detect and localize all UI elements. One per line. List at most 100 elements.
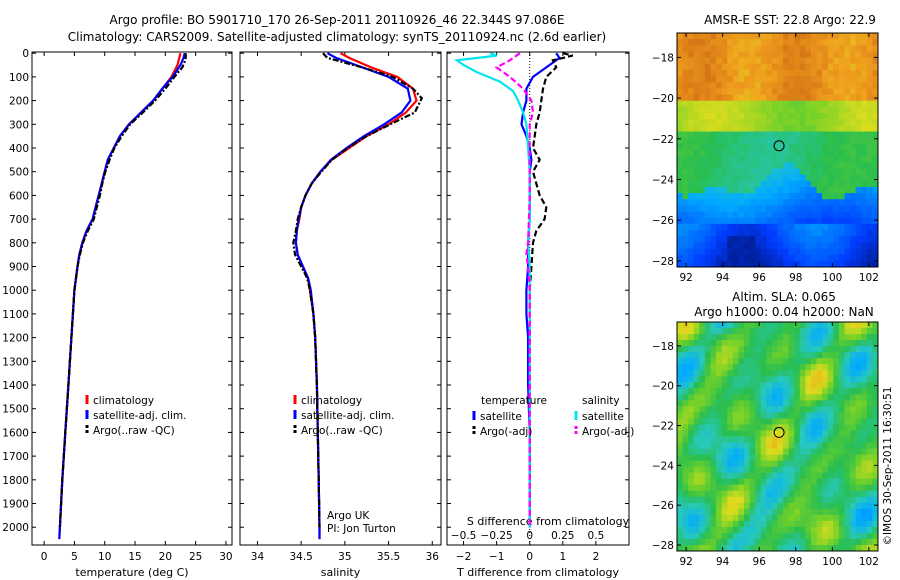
map-cell [811, 520, 817, 528]
map-cell [872, 242, 879, 249]
map-cell [710, 230, 717, 237]
map-cell [682, 199, 689, 206]
map-cell [738, 100, 745, 108]
map-cell [704, 199, 711, 206]
map-cell [811, 260, 817, 268]
map-cell [677, 260, 683, 268]
map-cell [760, 364, 767, 371]
map-cell [844, 526, 851, 534]
map-cell [688, 532, 695, 540]
map-cell [816, 63, 823, 71]
map-cell [738, 364, 745, 371]
map-cell [783, 442, 790, 449]
map-cell [727, 162, 734, 169]
map-cell [783, 400, 790, 407]
map-cell [788, 106, 795, 114]
map-cell [749, 508, 756, 516]
map-cell [699, 352, 706, 359]
map-cell [716, 94, 723, 102]
map-cell [861, 364, 868, 371]
map-cell [805, 514, 812, 522]
map-cell [872, 460, 879, 468]
map-cell [850, 424, 857, 431]
map-cell [721, 223, 728, 231]
map-cell [699, 156, 706, 163]
map-cell [816, 88, 823, 95]
map-cell [788, 544, 795, 552]
map-cell [811, 544, 817, 552]
map-cell [799, 448, 806, 455]
map-cell [805, 76, 812, 83]
map-cell [693, 388, 700, 395]
map-cell [693, 205, 700, 212]
map-cell [794, 370, 801, 377]
map-cell [738, 454, 745, 462]
map-cell [777, 143, 784, 151]
map-cell [861, 406, 868, 413]
series-line-climatology [294, 52, 418, 540]
map-cell [732, 532, 739, 540]
map-cell [771, 430, 778, 437]
map-cell [788, 538, 795, 546]
map-cell [850, 418, 857, 425]
map-cell [693, 346, 700, 353]
map-cell [749, 538, 756, 546]
map-cell [805, 113, 812, 120]
map-cell [855, 254, 862, 262]
map-cell [822, 430, 829, 437]
map-cell [816, 106, 823, 114]
map-cell [727, 424, 734, 431]
legend-entry: climatology [301, 395, 362, 407]
map-cell [838, 484, 845, 492]
map-cell [783, 436, 790, 443]
map-cell [788, 199, 795, 206]
map-cell [771, 143, 778, 151]
map-cell [838, 328, 845, 335]
map-cell [833, 162, 840, 169]
map-cell [838, 254, 845, 262]
map-cell [704, 162, 711, 169]
map-cell [783, 466, 790, 474]
map-cell [827, 352, 834, 359]
map-cell [710, 484, 717, 492]
map-cell [710, 131, 717, 139]
map-cell [866, 538, 873, 546]
map-cell [816, 520, 823, 528]
map-cell [872, 57, 879, 65]
map-cell [777, 33, 784, 40]
map-cell [682, 174, 689, 182]
map-cell [755, 424, 762, 431]
map-cell [677, 217, 683, 225]
map-cell [844, 156, 851, 163]
map-cell [682, 150, 689, 157]
map-cell [811, 382, 817, 389]
map-cell [688, 211, 695, 219]
map-cell [827, 211, 834, 219]
map-cell [738, 346, 745, 353]
map-cell [866, 205, 873, 212]
map-cell [794, 156, 801, 163]
map-cell [822, 544, 829, 552]
map-cell [704, 106, 711, 114]
map-cell [716, 45, 723, 52]
map-cell [866, 544, 873, 552]
map-cell [777, 412, 784, 419]
map-cell [833, 520, 840, 528]
map-cell [866, 484, 873, 492]
map-cell [822, 328, 829, 335]
map-cell [710, 472, 717, 480]
map-cell [811, 514, 817, 522]
map-cell [805, 388, 812, 395]
map-cell [693, 33, 700, 40]
map-cell [833, 76, 840, 83]
map-cell [699, 39, 706, 46]
map-cell [816, 57, 823, 65]
map-cell [732, 388, 739, 395]
map-cell [844, 193, 851, 200]
map-cell [771, 544, 778, 552]
map-cell [699, 217, 706, 225]
map-cell [794, 150, 801, 157]
map-cell [833, 94, 840, 102]
map-cell [822, 454, 829, 462]
map-cell [794, 334, 801, 341]
